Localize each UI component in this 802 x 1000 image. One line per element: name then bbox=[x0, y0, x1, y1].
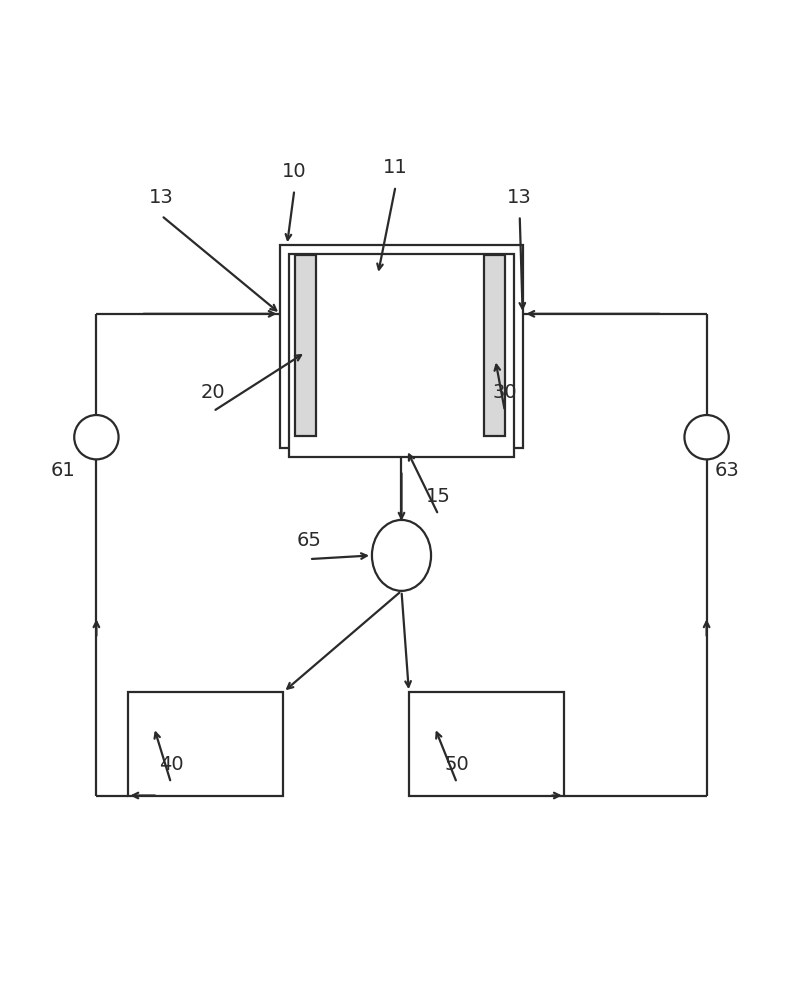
Text: 11: 11 bbox=[383, 158, 407, 177]
Bar bbox=[295, 255, 315, 436]
Text: 50: 50 bbox=[444, 755, 468, 774]
Text: 13: 13 bbox=[149, 188, 173, 207]
Text: 40: 40 bbox=[159, 755, 183, 774]
Text: 65: 65 bbox=[297, 531, 321, 550]
Bar bbox=[484, 255, 504, 436]
Bar bbox=[128, 692, 283, 796]
Text: 30: 30 bbox=[492, 383, 516, 402]
Text: 63: 63 bbox=[713, 461, 738, 480]
Ellipse shape bbox=[371, 520, 431, 591]
Ellipse shape bbox=[683, 415, 728, 459]
Text: 10: 10 bbox=[282, 162, 306, 181]
Text: 61: 61 bbox=[51, 461, 75, 480]
Text: 15: 15 bbox=[426, 487, 450, 506]
Text: 13: 13 bbox=[507, 188, 532, 207]
Ellipse shape bbox=[74, 415, 119, 459]
Bar bbox=[280, 245, 522, 448]
Bar bbox=[289, 254, 513, 457]
Bar bbox=[408, 692, 563, 796]
Text: 20: 20 bbox=[200, 383, 225, 402]
